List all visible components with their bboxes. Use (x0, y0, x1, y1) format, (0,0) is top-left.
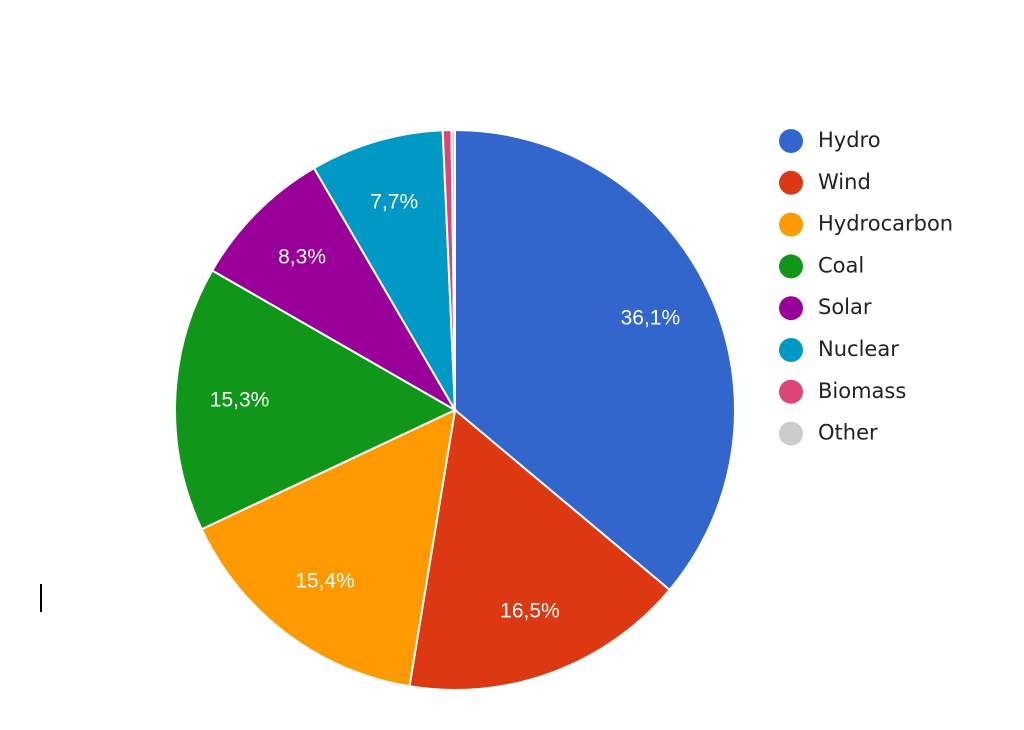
pie-slice (210, 166, 458, 413)
legend-label: Hydrocarbon (818, 212, 953, 236)
legend-label: Hydro (818, 128, 881, 152)
pie-slice (200, 408, 457, 688)
slice-label: 8,3% (278, 246, 326, 269)
legend-swatch (779, 379, 803, 404)
legend-swatch (779, 338, 803, 362)
slice-label: 15,4% (295, 570, 355, 593)
slice-label: 36,1% (621, 306, 681, 329)
legend-swatch (779, 254, 803, 279)
slice-label: 7,7% (370, 191, 418, 214)
pie-slice (454, 128, 736, 592)
legend-swatch (779, 170, 803, 195)
legend-swatch (779, 212, 803, 237)
pie-slice (174, 269, 458, 531)
legend-swatch (779, 421, 803, 446)
slice-label: 15,3% (210, 389, 270, 412)
pie-slice (312, 129, 456, 411)
slice-label: 16,5% (500, 600, 560, 623)
legend-label: Solar (818, 295, 872, 319)
legend-label: Nuclear (818, 337, 899, 361)
legend-swatch (779, 296, 803, 321)
pie-slice (408, 408, 672, 691)
legend-swatch (779, 129, 803, 153)
legend-label: Coal (818, 253, 864, 277)
legend-label: Wind (818, 170, 871, 194)
legend-label: Biomass (818, 379, 906, 403)
pie-slice (450, 128, 456, 411)
legend-label: Other (818, 421, 878, 445)
